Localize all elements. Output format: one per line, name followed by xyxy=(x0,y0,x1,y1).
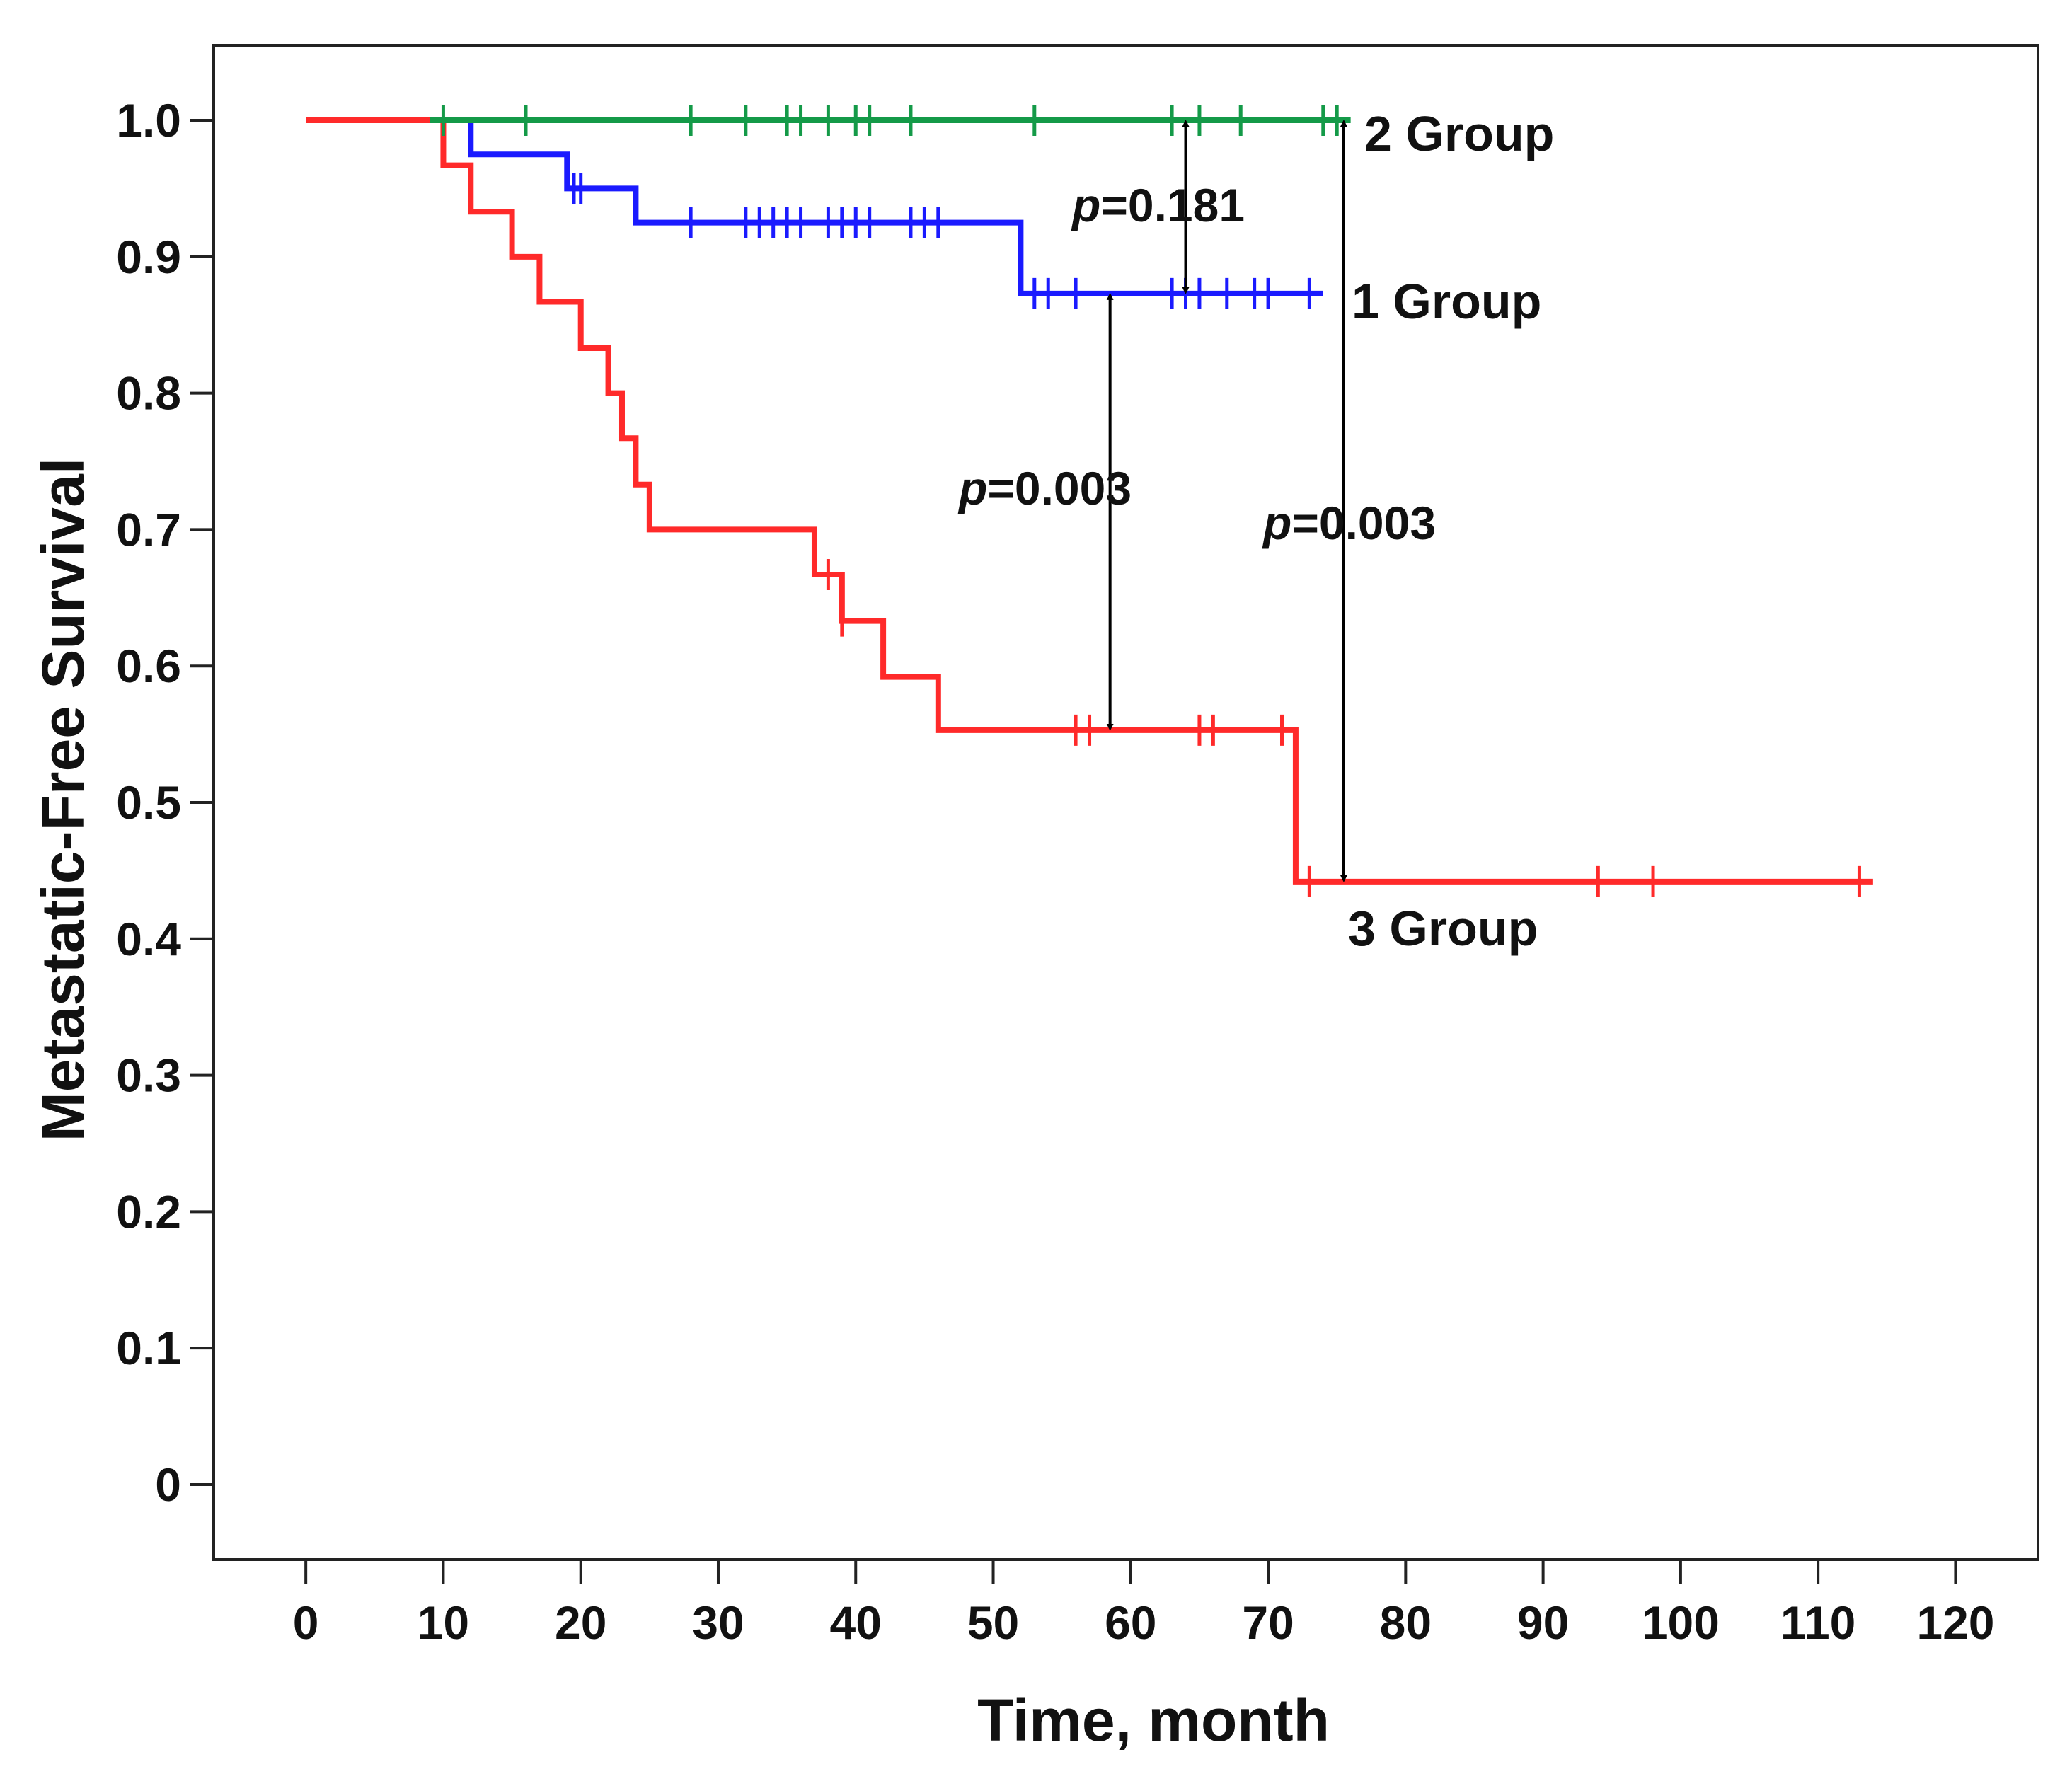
y-tick-label: 0.6 xyxy=(116,640,181,692)
y-axis-title: Metastatic-Free Survival xyxy=(30,458,96,1141)
x-tick-label: 30 xyxy=(692,1596,744,1649)
x-tick-label: 100 xyxy=(1642,1596,1720,1649)
x-tick-label: 20 xyxy=(555,1596,606,1649)
y-tick-label: 0.1 xyxy=(116,1322,181,1374)
p-value-label-1-vs-3: p=0.003 xyxy=(957,462,1132,514)
p-symbol: p xyxy=(1262,497,1291,549)
x-tick-label: 120 xyxy=(1916,1596,1994,1649)
y-axis-ticks: 0 0.1 0.2 0.3 0.4 0.5 0.6 0.7 0.8 0.9 1.0 xyxy=(116,94,214,1511)
y-tick-label: 1.0 xyxy=(116,94,181,146)
x-tick-label: 70 xyxy=(1242,1596,1294,1649)
group-2-label: 2 Group xyxy=(1364,106,1554,161)
y-tick-label: 0.5 xyxy=(116,776,181,829)
x-tick-label: 60 xyxy=(1105,1596,1156,1649)
y-tick-label: 0.4 xyxy=(116,913,181,965)
x-tick-label: 40 xyxy=(830,1596,882,1649)
plot-frame xyxy=(214,45,2038,1560)
y-tick-label: 0.8 xyxy=(116,367,181,420)
y-tick-label: 0.2 xyxy=(116,1185,181,1238)
x-axis-ticks: 0 10 20 30 40 50 60 70 80 90 100 110 120 xyxy=(293,1560,1995,1649)
km-chart: 0 0.1 0.2 0.3 0.4 0.5 0.6 0.7 0.8 0.9 1.0 0 10 20 30 4… xyxy=(0,0,2072,1786)
y-tick-label: 0 xyxy=(155,1458,181,1511)
x-tick-label: 90 xyxy=(1517,1596,1569,1649)
x-tick-label: 80 xyxy=(1380,1596,1432,1649)
y-tick-label: 0.9 xyxy=(116,231,181,283)
group-3-label: 3 Group xyxy=(1348,901,1538,956)
x-tick-label: 10 xyxy=(418,1596,469,1649)
p-symbol: p xyxy=(1071,179,1100,231)
y-tick-label: 0.7 xyxy=(116,503,181,555)
x-tick-label: 0 xyxy=(293,1596,319,1649)
p-symbol: p xyxy=(957,462,987,514)
x-tick-label: 110 xyxy=(1780,1596,1855,1649)
p-value-label-1-vs-2: p=0.181 xyxy=(1071,179,1245,231)
p-value-label-2-vs-3: p=0.003 xyxy=(1262,497,1436,549)
x-tick-label: 50 xyxy=(967,1596,1019,1649)
p-value: =0.003 xyxy=(987,462,1132,514)
p-value: =0.003 xyxy=(1291,497,1436,549)
y-tick-label: 0.3 xyxy=(116,1049,181,1102)
p-value: =0.181 xyxy=(1100,179,1245,231)
group-1-label: 1 Group xyxy=(1352,274,1541,329)
x-axis-title: Time, month xyxy=(977,1687,1330,1753)
